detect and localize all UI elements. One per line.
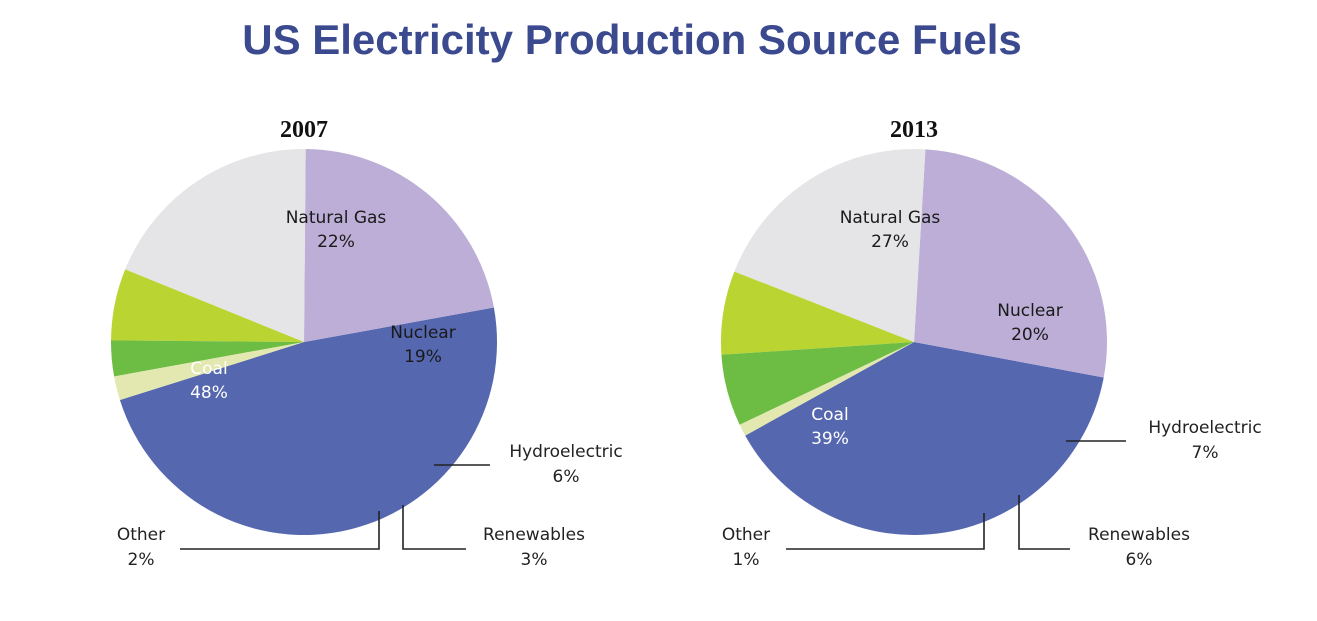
callout-value-hydroelectric-2007: 6%: [553, 467, 580, 487]
pie-slice-renewables-2013: [721, 342, 914, 425]
leader-line-other-2007: [180, 511, 380, 550]
callout-value-other-2013: 1%: [733, 550, 760, 570]
slice-label-nuclear-2013: Nuclear: [997, 301, 1062, 321]
slice-value-nuclear-2007: 19%: [404, 347, 442, 367]
slice-value-natural-gas-2007: 22%: [317, 232, 355, 252]
callout-label-renewables-2013: Renewables: [1088, 525, 1190, 545]
leader-line-other-2013: [786, 513, 985, 550]
pie-title-2013: 2013: [890, 117, 938, 143]
callout-value-renewables-2007: 3%: [521, 550, 548, 570]
chart-title: US Electricity Production Source Fuels: [242, 16, 1022, 63]
pie-slice-hydroelectric-2013: [720, 271, 914, 355]
slice-label-coal-2007: Coal: [190, 359, 227, 379]
callout-label-hydroelectric-2007: Hydroelectric: [509, 442, 622, 462]
pie-slice-nuclear-2007: [125, 149, 306, 342]
slice-value-coal-2007: 48%: [190, 383, 228, 403]
callout-label-other-2007: Other: [117, 525, 165, 545]
pie-slice-hydroelectric-2007: [111, 269, 304, 342]
pie-slice-coal-2013: [745, 342, 1104, 536]
pie-slice-renewables-2007: [111, 340, 304, 377]
slice-label-nuclear-2007: Nuclear: [390, 323, 455, 343]
slice-value-nuclear-2013: 20%: [1011, 325, 1049, 345]
callout-label-hydroelectric-2013: Hydroelectric: [1148, 418, 1261, 438]
pie-slice-natural-gas-2007: [304, 149, 494, 342]
slice-label-natural-gas-2013: Natural Gas: [840, 208, 941, 228]
pie-slice-coal-2007: [119, 307, 498, 536]
pie-chart-2007: 2007 Coal 48% Natural Gas 22% Nuclear 19% Hydro…: [111, 117, 623, 570]
callout-label-renewables-2007: Renewables: [483, 525, 585, 545]
slice-value-coal-2013: 39%: [811, 429, 849, 449]
pie-slice-natural-gas-2013: [914, 149, 1108, 378]
callout-value-renewables-2013: 6%: [1126, 550, 1153, 570]
pie-chart-2013: 2013 Coal 39% Natural Gas 27% Nuclear 20% Hydro…: [720, 117, 1262, 570]
pie-slice-other-2013: [739, 342, 914, 436]
slice-label-coal-2013: Coal: [811, 405, 848, 425]
leader-line-renewables-2007: [402, 505, 466, 550]
leader-line-renewables-2013: [1018, 495, 1070, 550]
slice-label-natural-gas-2007: Natural Gas: [286, 208, 387, 228]
callout-value-other-2007: 2%: [128, 550, 155, 570]
callout-value-hydroelectric-2013: 7%: [1192, 443, 1219, 463]
callout-label-other-2013: Other: [722, 525, 770, 545]
pie-title-2007: 2007: [280, 117, 328, 143]
pie-slice-nuclear-2013: [734, 149, 926, 342]
pie-slice-other-2007: [114, 342, 304, 401]
slice-value-natural-gas-2013: 27%: [871, 232, 909, 252]
